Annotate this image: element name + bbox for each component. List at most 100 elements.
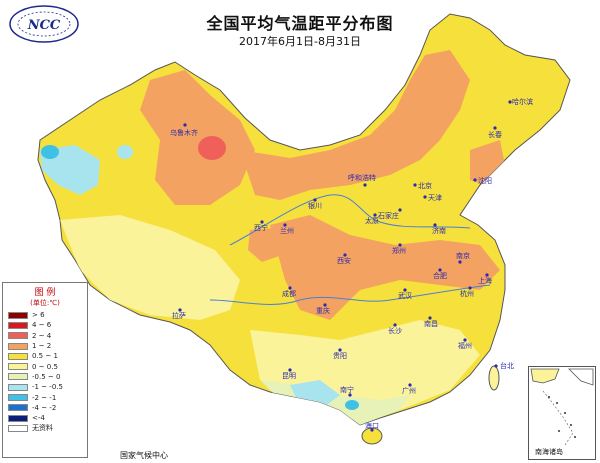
legend-item: 无资料 bbox=[3, 423, 87, 433]
hainan-island bbox=[361, 427, 383, 445]
legend-item: 1 ~ 2 bbox=[3, 341, 87, 351]
legend-swatch bbox=[8, 363, 28, 371]
city-nanjing: 南京 bbox=[456, 251, 470, 264]
legend-swatch bbox=[8, 373, 28, 381]
legend: 图 例 (单位:℃) > 6 4 ~ 6 2 ~ 4 1 ~ 2 0.5 ~ 1… bbox=[2, 282, 88, 458]
city-chengdu: 成都 bbox=[282, 286, 296, 298]
city-shijiazhuang: 石家庄 bbox=[378, 208, 402, 220]
legend-swatch bbox=[8, 311, 28, 319]
svg-text:北京: 北京 bbox=[418, 181, 432, 190]
legend-swatch bbox=[8, 352, 28, 360]
svg-text:天津: 天津 bbox=[428, 194, 442, 202]
svg-text:郑州: 郑州 bbox=[392, 247, 406, 255]
legend-item: 4 ~ 6 bbox=[3, 320, 87, 330]
legend-item: -2 ~ -1 bbox=[3, 392, 87, 402]
city-guangzhou: 广州 bbox=[402, 383, 416, 395]
inset-label: 南海诸岛 bbox=[535, 448, 563, 456]
svg-text:南昌: 南昌 bbox=[424, 319, 438, 328]
svg-text:拉萨: 拉萨 bbox=[172, 311, 186, 320]
legend-swatch bbox=[8, 342, 28, 350]
anomaly-zone-xinjiang-north bbox=[140, 70, 255, 205]
city-shanghai: 上海 bbox=[478, 273, 492, 285]
legend-swatch bbox=[8, 414, 28, 422]
city-xining: 西宁 bbox=[254, 220, 268, 232]
city-lhasa: 拉萨 bbox=[172, 308, 186, 320]
legend-swatch bbox=[8, 383, 28, 391]
svg-text:南宁: 南宁 bbox=[340, 385, 354, 394]
svg-text:海口: 海口 bbox=[365, 421, 379, 430]
svg-text:石家庄: 石家庄 bbox=[378, 211, 399, 220]
svg-text:银川: 银川 bbox=[308, 201, 322, 210]
legend-unit: (单位:℃) bbox=[30, 299, 60, 307]
ncc-logo: NCC bbox=[9, 5, 79, 43]
city-hefei: 合肥 bbox=[433, 268, 447, 280]
city-changsha: 长沙 bbox=[388, 323, 402, 335]
svg-text:长春: 长春 bbox=[488, 130, 502, 139]
svg-text:台北: 台北 bbox=[500, 361, 514, 370]
legend-swatch bbox=[8, 424, 28, 432]
svg-text:济南: 济南 bbox=[432, 226, 446, 235]
legend-item: 0 ~ 0.5 bbox=[3, 361, 87, 371]
city-urumqi: 乌鲁木齐 bbox=[170, 123, 198, 137]
svg-text:NCC: NCC bbox=[27, 18, 61, 33]
legend-item: 2 ~ 4 bbox=[3, 331, 87, 341]
city-beijing: 北京 bbox=[413, 181, 432, 190]
legend-item: -0.5 ~ 0 bbox=[3, 372, 87, 382]
city-chongqing: 重庆 bbox=[316, 303, 330, 315]
city-guiyang: 贵阳 bbox=[333, 348, 347, 360]
svg-text:哈尔滨: 哈尔滨 bbox=[512, 97, 533, 106]
svg-text:成都: 成都 bbox=[282, 289, 296, 298]
city-harbin: 哈尔滨 bbox=[508, 97, 533, 106]
south-china-sea-inset: 南海诸岛 bbox=[528, 366, 596, 460]
legend-item: 0.5 ~ 1 bbox=[3, 351, 87, 361]
svg-text:重庆: 重庆 bbox=[316, 306, 330, 315]
yellow-river bbox=[229, 194, 471, 246]
legend-swatch bbox=[8, 332, 28, 340]
credit-text: 国家气候中心 bbox=[120, 451, 168, 460]
anomaly-zone-sichuan-north bbox=[248, 228, 282, 262]
svg-text:上海: 上海 bbox=[478, 276, 492, 285]
legend-swatch bbox=[8, 394, 28, 402]
svg-text:西宁: 西宁 bbox=[254, 223, 268, 232]
city-nanning: 南宁 bbox=[340, 385, 354, 397]
city-taipei: 台北 bbox=[494, 361, 514, 370]
city-haikou: 海口 bbox=[365, 421, 379, 432]
map-title: 全国平均气温距平分布图 bbox=[206, 14, 394, 33]
city-hohhot: 呼和浩特 bbox=[348, 173, 376, 187]
svg-text:昆明: 昆明 bbox=[282, 372, 296, 380]
svg-text:武汉: 武汉 bbox=[398, 291, 412, 300]
svg-text:西安: 西安 bbox=[337, 256, 351, 265]
city-changchun: 长春 bbox=[488, 126, 502, 139]
anomaly-zone-tibet bbox=[60, 215, 240, 320]
yangtze-river bbox=[209, 284, 491, 305]
city-taiyuan: 太原 bbox=[365, 213, 379, 225]
city-markers: 乌鲁木齐 拉萨 西宁 兰州 银川 呼和浩特 北京 天津 石家庄 太原 济南 郑州… bbox=[170, 97, 533, 432]
anomaly-zone-xinjiang-hot bbox=[198, 136, 226, 160]
svg-text:兰州: 兰州 bbox=[280, 226, 294, 235]
anomaly-zone-yunnan-cold bbox=[345, 400, 359, 410]
anomaly-zone-west-cold bbox=[41, 145, 59, 159]
legend-item: <-4 bbox=[3, 413, 87, 423]
legend-title: 图 例 bbox=[34, 288, 56, 298]
city-kunming: 昆明 bbox=[282, 368, 296, 380]
map-subtitle: 2017年6月1日-8月31日 bbox=[239, 35, 361, 48]
city-jinan: 济南 bbox=[432, 223, 446, 235]
taiwan-island bbox=[488, 365, 500, 391]
anomaly-zone-north-belt bbox=[240, 50, 470, 200]
city-zhengzhou: 郑州 bbox=[392, 243, 406, 255]
svg-text:贵阳: 贵阳 bbox=[333, 351, 347, 360]
inset-map bbox=[530, 368, 594, 446]
city-wuhan: 武汉 bbox=[398, 288, 412, 300]
city-shenyang: 沈阳 bbox=[473, 176, 492, 185]
city-tianjin: 天津 bbox=[423, 194, 442, 202]
city-xian: 西安 bbox=[337, 253, 351, 265]
legend-item: > 6 bbox=[3, 310, 87, 320]
svg-text:南京: 南京 bbox=[456, 251, 470, 260]
svg-text:呼和浩特: 呼和浩特 bbox=[348, 173, 376, 182]
legend-swatch bbox=[8, 321, 28, 329]
city-yinchuan: 银川 bbox=[308, 198, 322, 210]
legend-item: -1 ~ -0.5 bbox=[3, 382, 87, 392]
legend-item: -4 ~ -2 bbox=[3, 403, 87, 413]
